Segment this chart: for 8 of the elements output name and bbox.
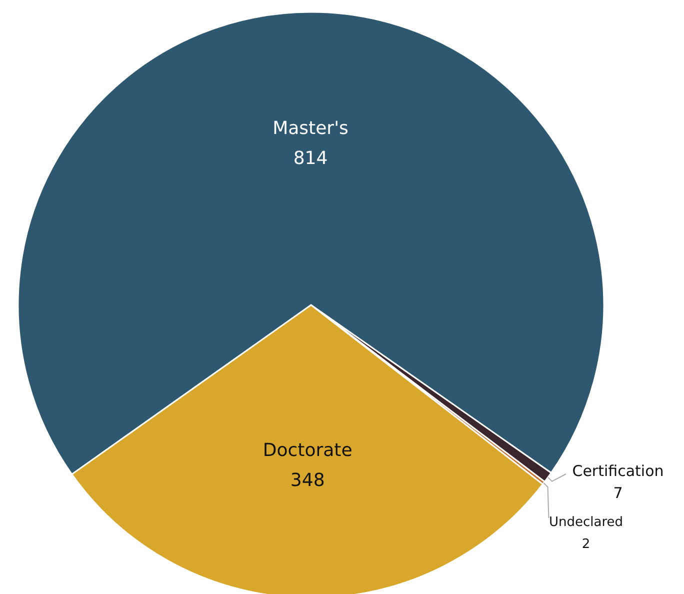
slice-label: Master's xyxy=(272,118,348,139)
slice-label: Certification xyxy=(572,462,664,480)
slice-label: Undeclared xyxy=(548,515,624,530)
slice-label: Doctorate xyxy=(262,440,352,462)
data-label: 814 xyxy=(293,148,328,169)
data-label: 7 xyxy=(613,484,623,502)
data-label: 2 xyxy=(582,537,590,552)
data-label: 348 xyxy=(290,470,325,492)
